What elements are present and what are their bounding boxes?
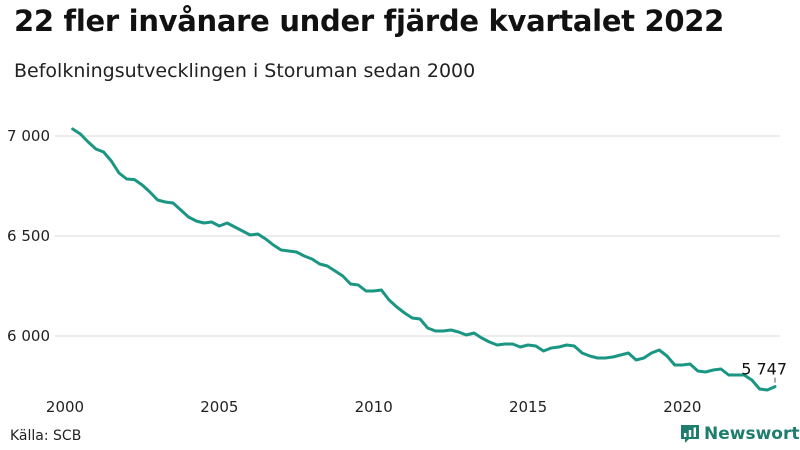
x-tick-label: 2020 bbox=[663, 398, 701, 416]
brand-name: Newsworthy bbox=[704, 424, 800, 444]
x-tick-label: 2010 bbox=[355, 398, 393, 416]
y-tick-label: 7 000 bbox=[7, 127, 50, 145]
brand-logo: Newsworthy bbox=[680, 424, 800, 444]
source-note: Källa: SCB bbox=[10, 428, 82, 444]
annotations: 5 747 bbox=[741, 360, 787, 383]
chart-title: 22 fler invånare under fjärde kvartalet … bbox=[14, 4, 725, 38]
y-tick-label: 6 500 bbox=[7, 227, 50, 245]
newsworthy-logo-icon bbox=[681, 425, 699, 443]
grid-lines bbox=[55, 135, 780, 337]
x-tick-label: 2015 bbox=[509, 398, 547, 416]
x-tick-label: 2005 bbox=[200, 398, 238, 416]
line-chart: 6 000 6 500 7 000 2000 2005 2010 2015 2020 5 7… bbox=[7, 127, 787, 416]
y-tick-label: 6 000 bbox=[7, 327, 50, 345]
x-axis: 2000 2005 2010 2015 2020 bbox=[46, 398, 702, 416]
chart-subtitle: Befolkningsutvecklingen i Storuman sedan… bbox=[14, 60, 476, 82]
series-group bbox=[71, 127, 777, 392]
x-tick-label: 2000 bbox=[46, 398, 84, 416]
series-line bbox=[71, 127, 777, 392]
end-value-label: 5 747 bbox=[741, 360, 787, 379]
y-axis: 6 000 6 500 7 000 bbox=[7, 127, 50, 345]
